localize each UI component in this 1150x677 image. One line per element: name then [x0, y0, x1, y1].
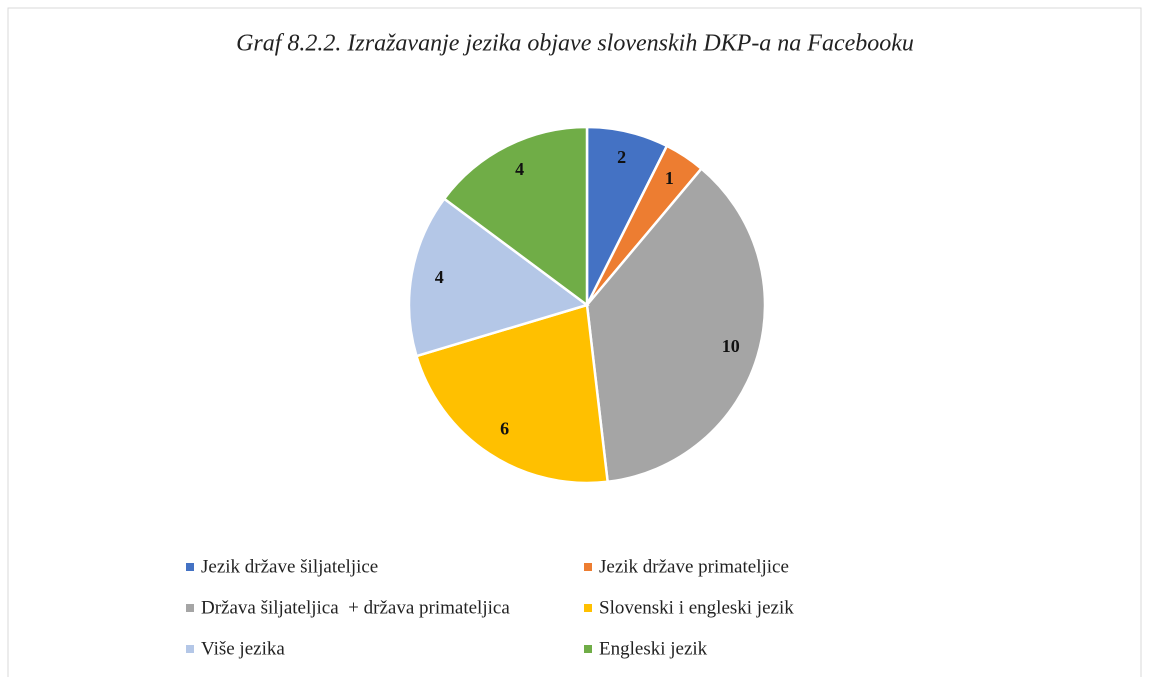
pie-slice [414, 303, 610, 485]
legend-swatch [186, 645, 194, 653]
data-label: 4 [435, 267, 444, 287]
legend-label: Engleski jezik [599, 638, 708, 659]
legend-swatch [186, 563, 194, 571]
legend-label: Više jezika [201, 638, 285, 659]
legend-label: Jezik države šiljateljice [201, 556, 378, 577]
data-label: 10 [722, 336, 740, 356]
legend-swatch [584, 645, 592, 653]
legend-swatch [584, 604, 592, 612]
legend-label: Jezik države primateljice [599, 556, 789, 577]
pie-slice [407, 196, 590, 358]
data-label: 4 [515, 159, 524, 179]
data-label: 1 [665, 168, 674, 188]
chart-frame [7, 7, 1142, 677]
pie-slice [442, 125, 589, 308]
chart-title: Graf 8.2.2. Izražavanje jezika objave sl… [236, 31, 914, 57]
legend-swatch [186, 604, 194, 612]
legend-label: Država šiljateljica + država primateljic… [201, 597, 510, 618]
data-label: 2 [617, 147, 626, 167]
data-label: 6 [500, 418, 509, 438]
legend-swatch [584, 563, 592, 571]
pie-slice [585, 166, 767, 484]
legend-label: Slovenski i engleski jezik [599, 597, 794, 618]
